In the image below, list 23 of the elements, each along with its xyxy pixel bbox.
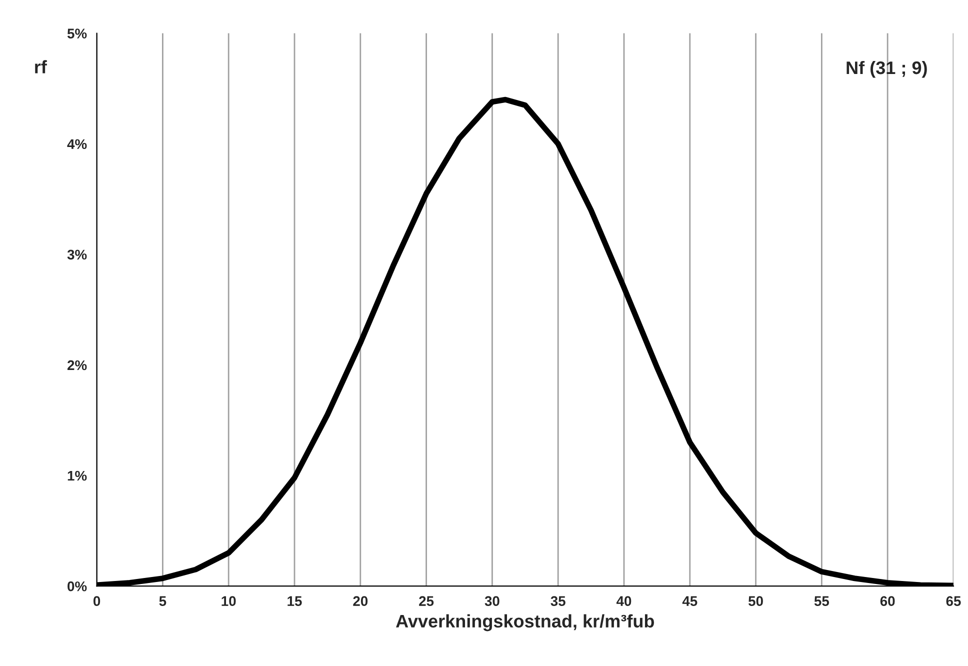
y-tick-label: 5%: [67, 28, 87, 38]
y-tick-label: 1%: [68, 470, 87, 481]
x-tick-label: 20: [353, 596, 368, 606]
x-tick-label: 40: [616, 596, 632, 606]
annotation: Nf (31 ; 9): [846, 60, 927, 78]
y-tick-label: 3%: [67, 250, 87, 260]
y-tick-label: 4%: [67, 139, 87, 149]
x-tick-label: 65: [946, 596, 961, 606]
x-tick-label: 45: [682, 596, 698, 606]
x-axis-title: Avverkningskostnad, kr/m³fub: [396, 614, 654, 632]
y-tick-label: 0%: [68, 581, 87, 592]
y-tick-label: 2%: [67, 360, 87, 370]
x-tick-label: 5: [159, 596, 166, 606]
y-axis-title: rf: [35, 60, 47, 74]
x-tick-label: 0: [93, 596, 100, 606]
x-tick-label: 10: [222, 596, 236, 606]
x-tick-label: 15: [288, 596, 302, 606]
x-tick-label: 50: [748, 596, 763, 606]
x-tick-label: 55: [814, 596, 830, 606]
x-tick-label: 60: [880, 596, 895, 606]
x-tick-label: 35: [550, 596, 566, 606]
x-tick-label: 25: [419, 596, 434, 606]
x-tick-label: 30: [484, 596, 500, 606]
